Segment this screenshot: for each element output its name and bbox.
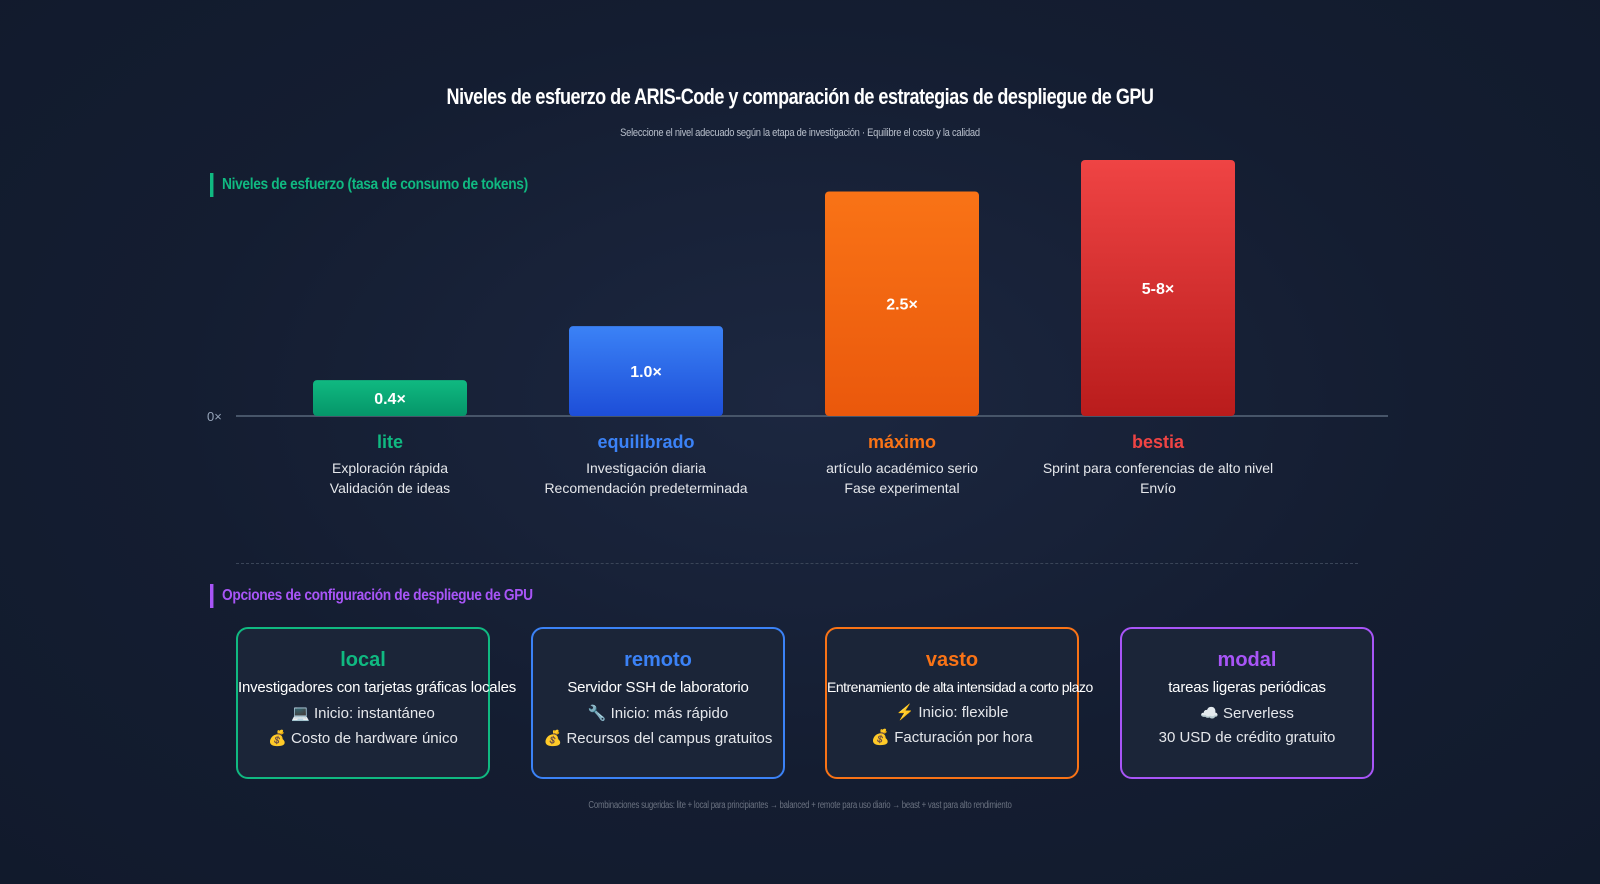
gpu-section-title: Opciones de configuración de despliegue … (210, 584, 533, 608)
card-subtitle: Servidor SSH de laboratorio (567, 679, 749, 696)
footer-note: Combinaciones sugeridas: lite + local pa… (588, 800, 1012, 811)
bar-máximo (825, 191, 979, 416)
category-description: Recomendación predeterminada (544, 480, 747, 496)
category-description: Exploración rápida (332, 460, 448, 476)
category-description: Investigación diaria (586, 460, 706, 476)
card-title: remoto (624, 649, 692, 671)
card-detail: ⚡ Inicio: flexible (895, 704, 1009, 721)
page-title: Niveles de esfuerzo de ARIS-Code y compa… (446, 84, 1154, 109)
bar-value-label: 2.5× (886, 297, 918, 314)
effort-bar-chart: 0× 0.4× lite Exploración rápida Validación d… (207, 160, 1388, 496)
section-divider (236, 563, 1358, 564)
card-detail: 💻 Inicio: instantáneo (291, 705, 435, 722)
card-subtitle: Investigadores con tarjetas gráficas loc… (238, 679, 517, 696)
bar-value-label: 1.0× (630, 364, 662, 381)
card-local: local Investigadores con tarjetas gráfic… (236, 627, 517, 779)
card-title: vasto (925, 649, 979, 671)
category-description: Validación de ideas (330, 480, 450, 496)
baseline-label: 0× (207, 409, 222, 424)
bar-bestia (1081, 160, 1235, 416)
bar-equilibrado (569, 326, 723, 416)
effort-section-title: Niveles de esfuerzo (tasa de consumo de … (210, 173, 528, 197)
card-detail: 🔧 Inicio: más rápido (587, 705, 729, 722)
card-detail: 💰 Recursos del campus gratuitos (543, 730, 773, 747)
page-subtitle: Seleccione el nivel adecuado según la et… (620, 127, 980, 139)
card-vasto: vasto Entrenamiento de alta intensidad a… (825, 627, 1093, 779)
bar-value-label: 0.4× (374, 391, 406, 408)
card-detail: 💰 Facturación por hora (871, 729, 1033, 746)
category-description: Sprint para conferencias de alto nivel (1043, 460, 1273, 476)
category-label: bestia (1132, 432, 1185, 452)
category-description: Fase experimental (844, 480, 959, 496)
category-label: equilibrado (597, 432, 694, 452)
card-subtitle: Entrenamiento de alta intensidad a corto… (827, 679, 1093, 695)
card-remoto: remoto Servidor SSH de laboratorio 🔧 Ini… (531, 627, 785, 779)
card-title: modal (1217, 649, 1277, 671)
card-detail: 30 USD de crédito gratuito (1158, 729, 1336, 746)
bar-value-label: 5-8× (1142, 281, 1174, 298)
card-subtitle: tareas ligeras periódicas (1168, 679, 1326, 696)
card-detail: 💰 Costo de hardware único (268, 730, 458, 747)
category-label: máximo (868, 432, 936, 452)
bar-lite (313, 380, 467, 416)
card-detail: ☁️ Serverless (1200, 705, 1294, 722)
card-modal: modal tareas ligeras periódicas ☁️ Serve… (1120, 627, 1374, 779)
category-description: artículo académico serio (826, 460, 978, 476)
category-label: lite (377, 432, 403, 452)
category-description: Envío (1140, 480, 1176, 496)
card-title: local (340, 649, 386, 671)
